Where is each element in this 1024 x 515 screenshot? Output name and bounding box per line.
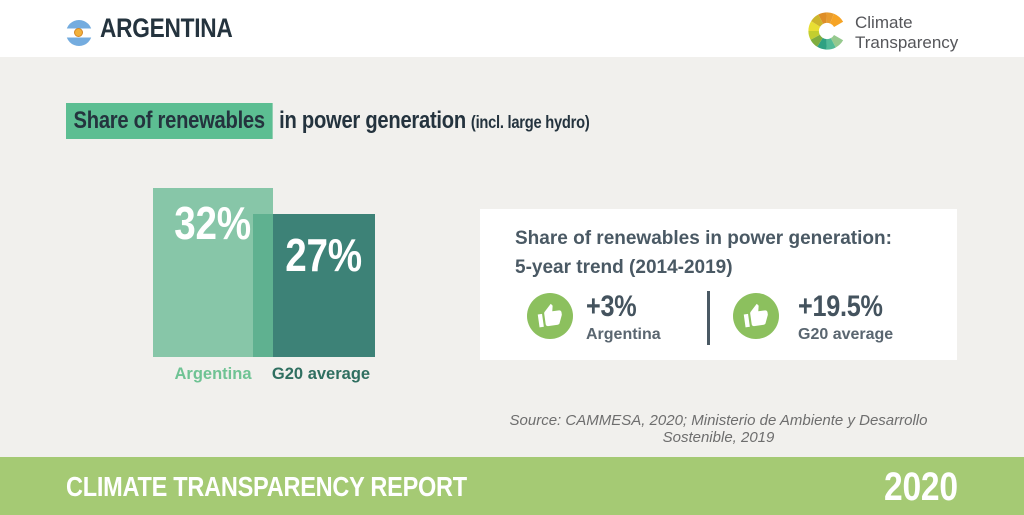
climate-transparency-logo-icon xyxy=(808,12,846,50)
bar-g20-average: 27% xyxy=(253,214,375,357)
footer-year: 2020 xyxy=(884,465,958,509)
trend-item-argentina: +3% Argentina xyxy=(586,291,661,344)
header-bar: ARGENTINA Climate Transparency xyxy=(0,0,1024,57)
thumbs-up-icon xyxy=(733,293,779,339)
country-name-text: ARGENTINA xyxy=(100,13,233,43)
trend-value-argentina: +3% xyxy=(586,290,637,323)
vertical-divider xyxy=(707,291,710,345)
trend-label-argentina: Argentina xyxy=(586,326,661,343)
title-rest: in power generation xyxy=(279,107,466,134)
logo-line2: Transparency xyxy=(855,33,959,52)
trend-box-title: Share of renewables in power generation:… xyxy=(515,224,892,282)
argentina-flag-icon xyxy=(66,20,92,46)
page-title-inner: Share of renewables in power generation (i… xyxy=(66,103,590,139)
trend-title-line1: Share of renewables in power generation: xyxy=(515,228,892,249)
bar-label-g20: G20 average xyxy=(271,365,371,383)
logo-line1: Climate xyxy=(855,13,913,32)
logo-wordmark: Climate Transparency xyxy=(855,13,958,53)
footer-bar: CLIMATE TRANSPARENCY REPORT 2020 xyxy=(0,457,1024,515)
trend-item-g20: +19.5% G20 average xyxy=(798,291,899,344)
source-citation: Source: CAMMESA, 2020; Ministerio de Amb… xyxy=(509,412,928,446)
bar-g20-value-wrap: 27% xyxy=(273,228,375,282)
title-highlight: Share of renewables xyxy=(66,103,273,139)
bar-label-argentina: Argentina xyxy=(174,365,252,383)
trend-value-g20: +19.5% xyxy=(798,290,883,323)
trend-label-g20: G20 average xyxy=(798,326,894,343)
thumbs-up-icon xyxy=(527,293,573,339)
footer-report-title: CLIMATE TRANSPARENCY REPORT xyxy=(66,471,467,502)
trend-title-line2: 5-year trend (2014-2019) xyxy=(515,257,733,278)
flag-sun-icon xyxy=(74,28,83,37)
bar-overlap-strip xyxy=(253,214,273,357)
country-name: ARGENTINA xyxy=(100,13,258,44)
trend-box: Share of renewables in power generation:… xyxy=(480,209,957,360)
page-title: Share of renewables in power generation (i… xyxy=(66,103,689,139)
bar-g20-value: 27% xyxy=(285,229,363,282)
bar-argentina-value: 32% xyxy=(174,196,252,249)
title-suffix: (incl. large hydro) xyxy=(470,112,590,132)
